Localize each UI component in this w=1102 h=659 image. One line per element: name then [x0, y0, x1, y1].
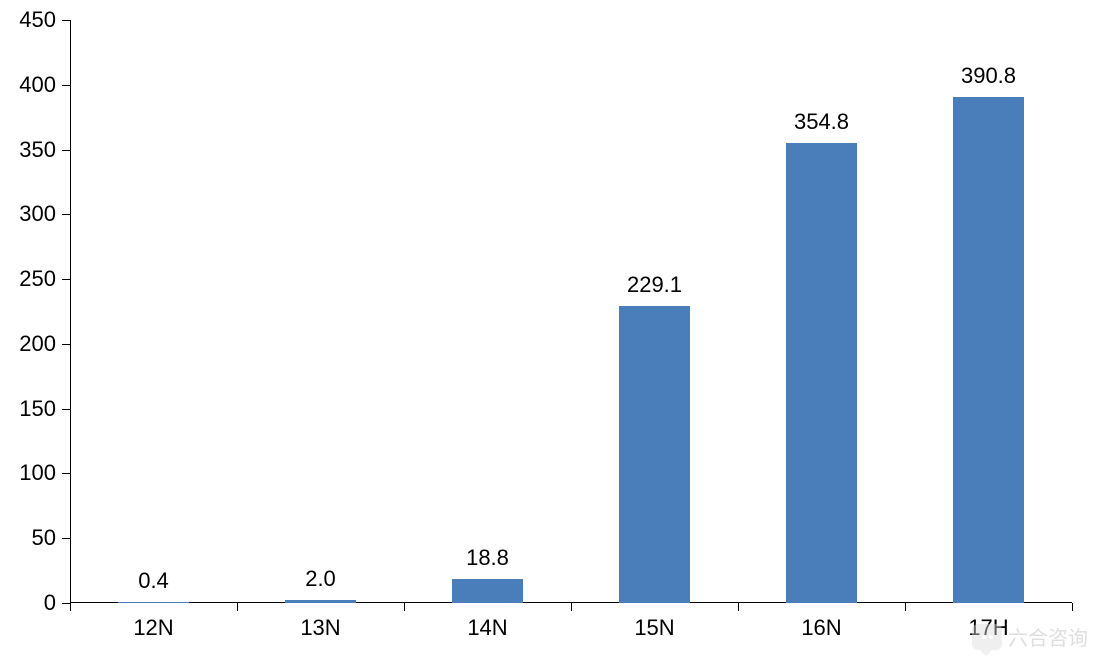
x-tick	[738, 603, 739, 611]
x-category-label: 14N	[467, 603, 507, 641]
bar-value-label: 390.8	[961, 63, 1016, 89]
x-category-label: 16N	[801, 603, 841, 641]
bar-value-label: 0.4	[138, 568, 169, 594]
wechat-icon	[972, 624, 1002, 650]
bar	[786, 143, 856, 603]
y-tick-label: 150	[19, 396, 70, 422]
y-tick-label: 100	[19, 460, 70, 486]
y-tick-label: 350	[19, 137, 70, 163]
x-tick	[1072, 603, 1073, 611]
bar	[285, 600, 355, 603]
y-axis-line	[70, 20, 71, 603]
y-tick-label: 300	[19, 201, 70, 227]
bar	[953, 97, 1023, 603]
y-tick-label: 250	[19, 266, 70, 292]
bar-value-label: 18.8	[466, 545, 509, 571]
bar-value-label: 354.8	[794, 109, 849, 135]
watermark: 六合咨询	[972, 622, 1088, 651]
x-tick	[70, 603, 71, 611]
bar-chart: 05010015020025030035040045012N0.413N2.01…	[70, 20, 1072, 603]
x-category-label: 12N	[133, 603, 173, 641]
y-tick-label: 200	[19, 331, 70, 357]
plot-area: 05010015020025030035040045012N0.413N2.01…	[70, 20, 1072, 603]
x-tick	[905, 603, 906, 611]
bar-value-label: 229.1	[627, 272, 682, 298]
bar	[619, 306, 689, 603]
x-tick	[237, 603, 238, 611]
y-tick-label: 50	[32, 525, 70, 551]
bar	[118, 602, 188, 603]
x-category-label: 15N	[634, 603, 674, 641]
watermark-text: 六合咨询	[1008, 622, 1088, 651]
x-category-label: 13N	[300, 603, 340, 641]
bar-value-label: 2.0	[305, 566, 336, 592]
y-tick-label: 450	[19, 7, 70, 33]
y-tick-label: 0	[44, 590, 70, 616]
x-tick	[404, 603, 405, 611]
bar	[452, 579, 522, 603]
y-tick-label: 400	[19, 72, 70, 98]
x-tick	[571, 603, 572, 611]
